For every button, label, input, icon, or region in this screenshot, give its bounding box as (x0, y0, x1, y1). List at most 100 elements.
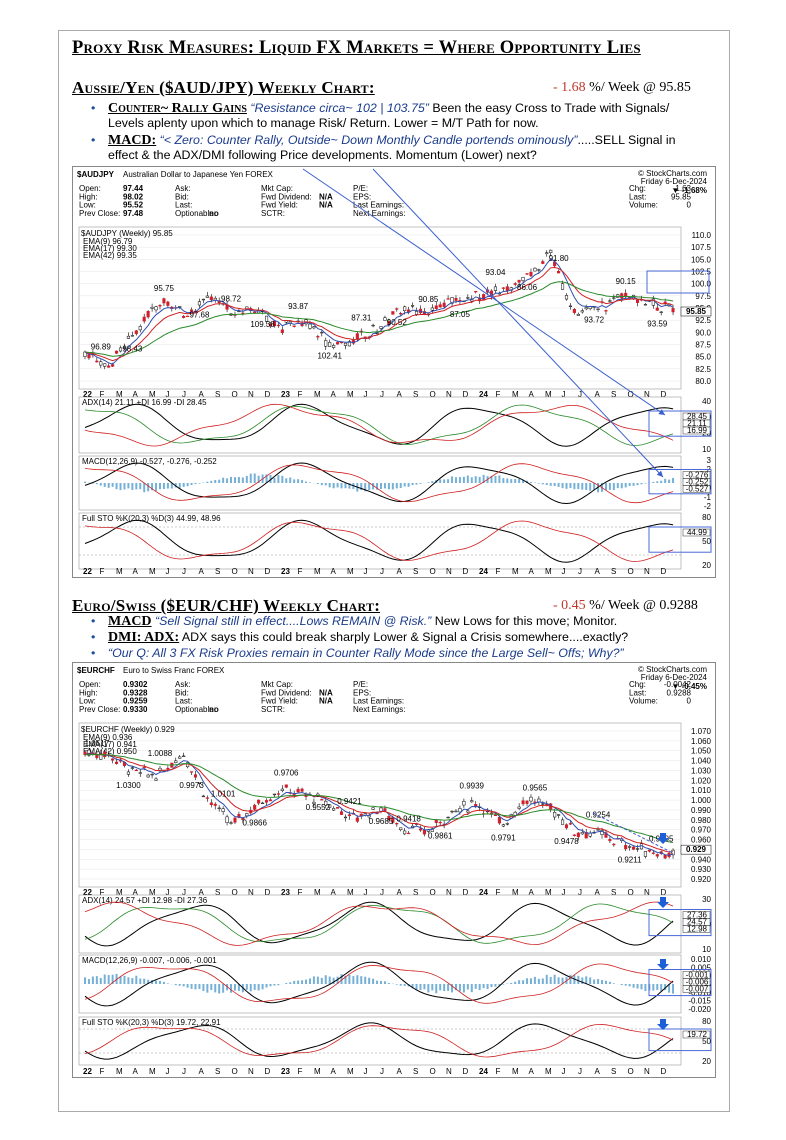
price-annotation: 1.0088 (148, 749, 173, 758)
x-tick-label: M (545, 1067, 552, 1076)
candle-body (225, 816, 229, 824)
candle-body (312, 326, 316, 329)
price-annotation: 91.80 (549, 254, 570, 263)
x-tick-label: J (364, 390, 368, 399)
value-tag: -0.252 (686, 478, 709, 487)
x-tick-label: O (430, 390, 436, 399)
candle-body (474, 290, 478, 293)
x-tick-label: N (446, 567, 452, 576)
candle-body (612, 297, 616, 299)
bullet-dot: • (91, 133, 96, 147)
x-tick-label: F (496, 567, 501, 576)
value-tag: -0.276 (686, 471, 709, 480)
macd-histogram-bar (387, 983, 390, 984)
x-tick-label: M (512, 888, 519, 897)
candle-body (209, 802, 213, 806)
price-annotation: 0.9211 (618, 855, 642, 864)
x-tick-label: S (215, 567, 220, 576)
macd-histogram-bar (585, 976, 588, 984)
quote-field: 95.52 (123, 201, 144, 210)
candle-body (162, 298, 166, 304)
candle-body (272, 793, 276, 796)
macd-histogram-bar (668, 984, 671, 993)
macd-histogram-bar (210, 984, 213, 991)
macd-histogram-bar (589, 977, 592, 984)
candle-body (560, 283, 565, 290)
macd-histogram-bar (151, 980, 154, 984)
macd-histogram-bar (269, 984, 272, 987)
candle-body (324, 340, 328, 347)
quote-field: Chg: (629, 680, 646, 689)
price-annotation: 0.9685 (369, 817, 394, 826)
macd-histogram-bar (502, 478, 505, 483)
macd-histogram-bar (360, 976, 363, 984)
x-tick-label: J (562, 567, 566, 576)
y-tick-label: 1.050 (691, 747, 712, 756)
candle-body (458, 808, 462, 813)
x-tick-label: N (446, 390, 452, 399)
candle-body (178, 756, 182, 759)
macd-histogram-bar (652, 481, 655, 483)
x-tick-label: N (248, 390, 254, 399)
x-tick-label: M (149, 888, 156, 897)
quote-field: EPS: (353, 192, 371, 201)
candle-body (620, 293, 624, 299)
x-tick-label: F (298, 390, 303, 399)
x-tick-label: N (644, 888, 650, 897)
macd-histogram-bar (522, 980, 525, 984)
indicator-tick: 40 (702, 397, 711, 406)
x-tick-label: A (595, 1067, 601, 1076)
candle-body (280, 329, 284, 333)
x-tick-label: J (380, 888, 384, 897)
candle-body (83, 751, 87, 756)
x-tick-label: S (215, 1067, 220, 1076)
quote-field: Mkt Cap: (261, 680, 293, 689)
candle-body (671, 849, 675, 856)
quote-field: Fwd Yield: (261, 201, 298, 210)
candle-body (517, 806, 521, 809)
indicator-line (84, 462, 674, 505)
macd-histogram-bar (230, 984, 233, 993)
candle-body (450, 810, 454, 813)
macd-histogram-bar (245, 984, 248, 990)
macd-histogram-bar (399, 483, 402, 488)
macd-histogram-bar (423, 984, 426, 990)
macd-histogram-bar (403, 984, 406, 986)
macd-histogram-bar (443, 479, 446, 483)
x-tick-label: N (248, 888, 254, 897)
x-tick-label: A (133, 1067, 139, 1076)
macd-histogram-bar (506, 478, 509, 483)
macd-histogram-bar (123, 483, 126, 490)
candle-body (466, 810, 470, 813)
candle-body (482, 294, 486, 300)
indicator-tick: 10 (702, 945, 711, 954)
quote-field: Low: (79, 697, 96, 706)
macd-histogram-bar (178, 984, 181, 986)
candle-body (87, 354, 91, 359)
x-tick-label: M (347, 390, 354, 399)
macd-histogram-bar (502, 984, 505, 985)
macd-histogram-bar (474, 476, 477, 483)
macd-histogram-bar (411, 483, 414, 486)
quote-field: Ask: (175, 184, 191, 193)
macd-histogram-bar (644, 984, 647, 992)
price-annotation: 0.9418 (396, 814, 421, 823)
macd-histogram-bar (174, 483, 177, 488)
candle-body (158, 304, 162, 307)
candle-body (576, 832, 580, 838)
candle-body (505, 286, 509, 291)
macd-histogram-bar (127, 483, 130, 489)
macd-histogram-bar (147, 483, 150, 492)
x-tick-label: N (446, 1067, 452, 1076)
x-tick-label: J (562, 390, 566, 399)
macd-histogram-bar (95, 976, 98, 984)
macd-histogram-bar (454, 477, 457, 483)
indicator-panel-frame (78, 954, 682, 1014)
macd-histogram-bar (237, 476, 240, 483)
macd-histogram-bar (186, 483, 189, 487)
x-tick-label: D (265, 1067, 271, 1076)
macd-histogram-bar (514, 981, 517, 984)
x-tick-label: S (611, 390, 616, 399)
candle-body (564, 824, 569, 829)
x-tick-label: A (595, 567, 601, 576)
